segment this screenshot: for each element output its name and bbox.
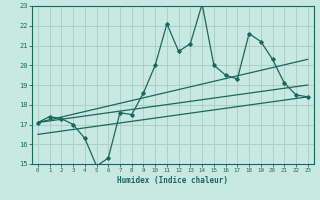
X-axis label: Humidex (Indice chaleur): Humidex (Indice chaleur) — [117, 176, 228, 185]
